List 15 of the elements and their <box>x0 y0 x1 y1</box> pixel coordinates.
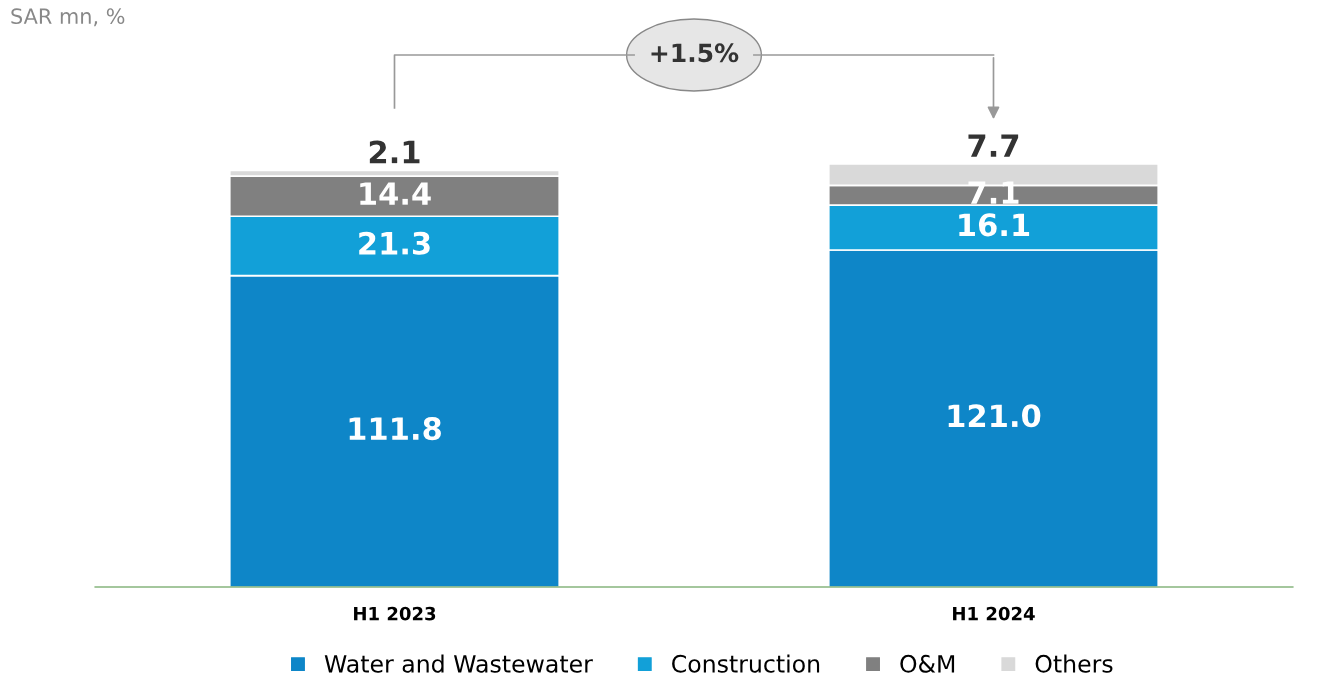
x-tick-label: H1 2023 <box>354 606 436 621</box>
data-label: 14.4 <box>360 182 431 205</box>
text: +1.5% <box>651 43 739 63</box>
data-label: 121.0 <box>948 404 1041 428</box>
data-label: 7.7 <box>968 134 1019 157</box>
legend-label: Water and Wastewater <box>324 654 593 673</box>
data-label: 21.3 <box>359 231 430 255</box>
legend-label: O&M <box>900 654 955 673</box>
legend-label: Construction <box>672 654 820 673</box>
x-tick-label: H1 2024 <box>953 606 1035 621</box>
data-label: 16.1 <box>959 213 1030 237</box>
text: SAR mn, % <box>11 8 125 27</box>
data-label: 2.1 <box>369 140 420 164</box>
legend-label: Others <box>1035 654 1113 673</box>
data-label: 111.8 <box>349 417 441 441</box>
